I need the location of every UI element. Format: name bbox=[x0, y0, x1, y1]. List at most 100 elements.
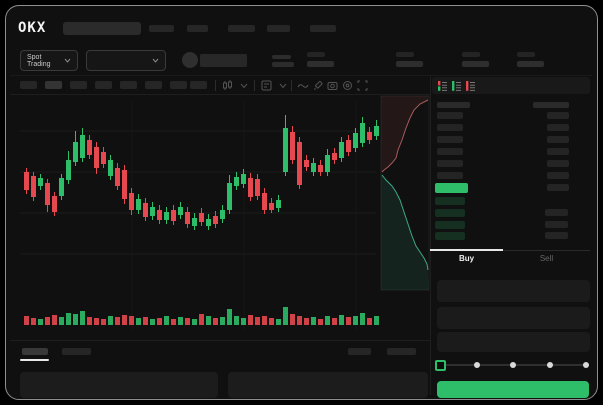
ask-price-bar[interactable] bbox=[437, 112, 463, 119]
gear-icon[interactable] bbox=[342, 80, 353, 91]
volume-bar bbox=[206, 316, 211, 325]
pair-selector-dropdown[interactable] bbox=[86, 50, 166, 71]
nav-item-placeholder[interactable] bbox=[310, 25, 336, 32]
ask-amount-bar bbox=[547, 172, 569, 179]
chevron-down-icon[interactable] bbox=[240, 83, 248, 89]
candle-body bbox=[374, 126, 379, 136]
pencil-icon[interactable] bbox=[312, 80, 323, 91]
book-combined-icon[interactable] bbox=[437, 80, 448, 92]
candle-body bbox=[164, 212, 169, 220]
volume-bar bbox=[269, 318, 274, 325]
ask-price-bar[interactable] bbox=[437, 160, 463, 167]
toolbar-tool-placeholder[interactable] bbox=[190, 81, 207, 89]
search-input[interactable] bbox=[63, 22, 141, 35]
toolbar-tool-placeholder[interactable] bbox=[70, 81, 87, 89]
candle-body bbox=[346, 140, 351, 152]
volume-bar bbox=[185, 318, 190, 325]
volume-bar bbox=[80, 311, 85, 325]
book-bids-icon[interactable] bbox=[451, 80, 462, 92]
bid-amount-bar bbox=[545, 209, 568, 216]
nav-item-placeholder[interactable] bbox=[228, 25, 255, 32]
trade-input-field[interactable] bbox=[437, 332, 590, 352]
candle-body bbox=[318, 165, 323, 172]
slider-stop-dot[interactable] bbox=[583, 362, 589, 368]
toolbar-tool-placeholder[interactable] bbox=[45, 81, 62, 89]
volume-bar bbox=[241, 318, 246, 325]
interval-icon[interactable] bbox=[261, 80, 272, 91]
price-chart[interactable] bbox=[5, 5, 598, 400]
book-asks-icon[interactable] bbox=[465, 80, 476, 92]
orderbook-icon-strip bbox=[432, 77, 590, 94]
toolbar-tool-placeholder[interactable] bbox=[120, 81, 137, 89]
mini-stat-line bbox=[272, 55, 291, 59]
bottom-tab-placeholder[interactable] bbox=[62, 348, 91, 355]
volume-bar bbox=[346, 317, 351, 325]
volume-bar bbox=[45, 317, 50, 325]
camera-icon[interactable] bbox=[327, 80, 338, 91]
buy-tab-indicator bbox=[430, 249, 503, 251]
toolbar-tool-placeholder[interactable] bbox=[170, 81, 187, 89]
volume-bar bbox=[164, 316, 169, 325]
candle-type-icon[interactable] bbox=[222, 80, 233, 91]
chevron-down-icon[interactable] bbox=[279, 83, 287, 89]
market-type-dropdown[interactable]: Spot Trading bbox=[20, 50, 78, 71]
slider-stop-dot[interactable] bbox=[510, 362, 516, 368]
candle-body bbox=[290, 132, 295, 160]
nav-item-placeholder[interactable] bbox=[267, 25, 290, 32]
ask-price-bar[interactable] bbox=[437, 148, 463, 155]
candle-body bbox=[101, 152, 106, 164]
volume-bar bbox=[150, 319, 155, 325]
tab-sell[interactable]: Sell bbox=[539, 254, 554, 263]
candle-body bbox=[220, 210, 225, 219]
slider-handle[interactable] bbox=[435, 360, 446, 371]
toolbar-tool-placeholder[interactable] bbox=[95, 81, 112, 89]
depth-box bbox=[380, 95, 430, 291]
bottom-right-placeholder[interactable] bbox=[387, 348, 416, 355]
orderbook-column-header bbox=[533, 102, 569, 108]
candle-body bbox=[45, 183, 50, 205]
volume-bar bbox=[59, 317, 64, 325]
toolbar-tool-placeholder[interactable] bbox=[20, 81, 37, 89]
nav-item-placeholder[interactable] bbox=[187, 25, 208, 32]
tab-buy[interactable]: Buy bbox=[458, 254, 475, 263]
slider-stop-dot[interactable] bbox=[546, 362, 553, 368]
volume-bar bbox=[290, 314, 295, 325]
volume-bar bbox=[353, 316, 358, 325]
toolbar-tool-placeholder[interactable] bbox=[145, 81, 162, 89]
pair-name-placeholder[interactable] bbox=[200, 54, 247, 67]
bottom-panel bbox=[20, 372, 218, 398]
bid-price-bar[interactable] bbox=[435, 221, 465, 229]
candle-body bbox=[339, 142, 344, 158]
ask-price-bar[interactable] bbox=[437, 172, 463, 179]
market-type-label: Spot Trading bbox=[27, 53, 51, 68]
candle-body bbox=[150, 207, 155, 216]
bottom-tab-placeholder[interactable] bbox=[22, 348, 48, 355]
chevron-down-icon bbox=[64, 58, 71, 63]
bid-amount-bar bbox=[545, 221, 568, 228]
bottom-right-placeholder[interactable] bbox=[348, 348, 371, 355]
candle-body bbox=[241, 174, 246, 184]
trade-input-field[interactable] bbox=[437, 307, 590, 329]
nav-item-placeholder[interactable] bbox=[149, 25, 174, 32]
ask-amount-bar bbox=[547, 136, 569, 143]
depth-bid-line bbox=[381, 174, 429, 271]
volume-bar bbox=[255, 317, 260, 325]
volume-bar bbox=[276, 319, 281, 325]
last-price-bar[interactable] bbox=[435, 183, 468, 193]
volume-bar bbox=[129, 316, 134, 325]
volume-bar bbox=[178, 317, 183, 325]
bid-price-bar[interactable] bbox=[435, 232, 465, 240]
candle-body bbox=[206, 219, 211, 226]
slider-stop-dot[interactable] bbox=[473, 362, 480, 368]
ask-price-bar[interactable] bbox=[437, 136, 463, 143]
candle-body bbox=[178, 207, 183, 215]
bid-price-bar[interactable] bbox=[435, 209, 465, 217]
trade-input-field[interactable] bbox=[437, 280, 590, 302]
buy-button[interactable] bbox=[437, 381, 589, 398]
mini-stat-line bbox=[272, 62, 294, 67]
wave-icon[interactable] bbox=[297, 83, 309, 89]
ask-price-bar[interactable] bbox=[437, 124, 463, 131]
bid-price-bar[interactable] bbox=[435, 197, 465, 205]
candle-body bbox=[269, 203, 274, 210]
fullscreen-icon[interactable] bbox=[357, 80, 368, 91]
